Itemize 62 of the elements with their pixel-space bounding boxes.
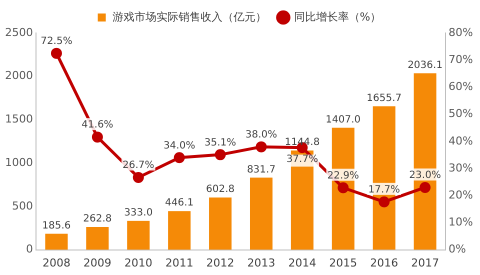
bar [86, 227, 109, 250]
data-label: 22.9% [327, 170, 360, 182]
y2-tick-label: 50% [448, 107, 474, 120]
data-label: 333.0 [124, 208, 153, 219]
x-tick-label: 2015 [329, 256, 358, 270]
data-label: 37.7% [286, 154, 318, 166]
x-tick-label: 2014 [288, 256, 316, 270]
bar [209, 198, 232, 250]
point [256, 141, 267, 152]
data-label: 2036.1 [408, 60, 443, 71]
y-tick-label: 2000 [4, 69, 33, 82]
point [174, 152, 185, 164]
data-label: 446.1 [165, 198, 194, 209]
legend-label: 游戏市场实际销售收入（亿元） [112, 10, 266, 24]
x-tick-label: 2009 [83, 256, 112, 270]
data-label: 35.1% [204, 137, 236, 148]
y2-tick-label: 40% [448, 134, 474, 148]
x-tick-label: 2010 [124, 256, 152, 270]
bar [127, 220, 150, 250]
y2-tick-label: 10% [448, 216, 474, 229]
data-label: 1144.8 [284, 137, 320, 148]
bar [45, 234, 68, 250]
data-label: 72.5% [40, 36, 72, 47]
y-tick-label: 0 [26, 242, 33, 256]
data-label: 262.8 [83, 214, 112, 225]
data-label: 38.0% [245, 129, 278, 140]
y-tick-label: 1000 [4, 156, 33, 169]
data-label: 185.6 [42, 220, 71, 232]
point [378, 196, 390, 208]
x-tick-label: 2016 [370, 256, 398, 270]
point [338, 182, 349, 194]
data-label: 831.7 [246, 164, 276, 176]
x-tick-label: 2017 [411, 256, 440, 270]
y2-tick-label: 0% [448, 242, 466, 256]
y2-tick-label: 80% [448, 26, 474, 39]
y2-tick-label: 70% [448, 52, 474, 66]
y-tick-label: 2500 [4, 26, 33, 39]
data-label: 1407.0 [326, 114, 361, 126]
point [214, 149, 226, 160]
bar [168, 211, 191, 250]
x-tick-label: 2008 [42, 256, 70, 270]
y2-tick-label: 20% [448, 188, 474, 202]
legend-label: 同比增长率（%） [294, 10, 382, 24]
data-label: 1655.7 [366, 92, 402, 104]
data-label: 17.7% [368, 184, 400, 196]
data-label: 41.6% [82, 120, 114, 131]
data-label: 602.8 [206, 184, 235, 196]
data-label: 23.0% [409, 170, 441, 182]
bar [250, 178, 273, 250]
point [420, 182, 431, 193]
y2-tick-label: 30% [448, 161, 474, 174]
point [132, 172, 144, 183]
x-tick-label: 2013 [247, 256, 276, 270]
y-tick-label: 1500 [4, 112, 33, 126]
data-label: 34.0% [163, 140, 196, 152]
point [92, 132, 103, 143]
x-tick-label: 2012 [206, 256, 234, 270]
point [50, 48, 62, 59]
y-tick-label: 500 [12, 199, 33, 212]
data-label: 26.7% [122, 160, 154, 172]
x-tick-label: 2011 [165, 256, 194, 270]
y2-tick-label: 60% [448, 80, 474, 94]
